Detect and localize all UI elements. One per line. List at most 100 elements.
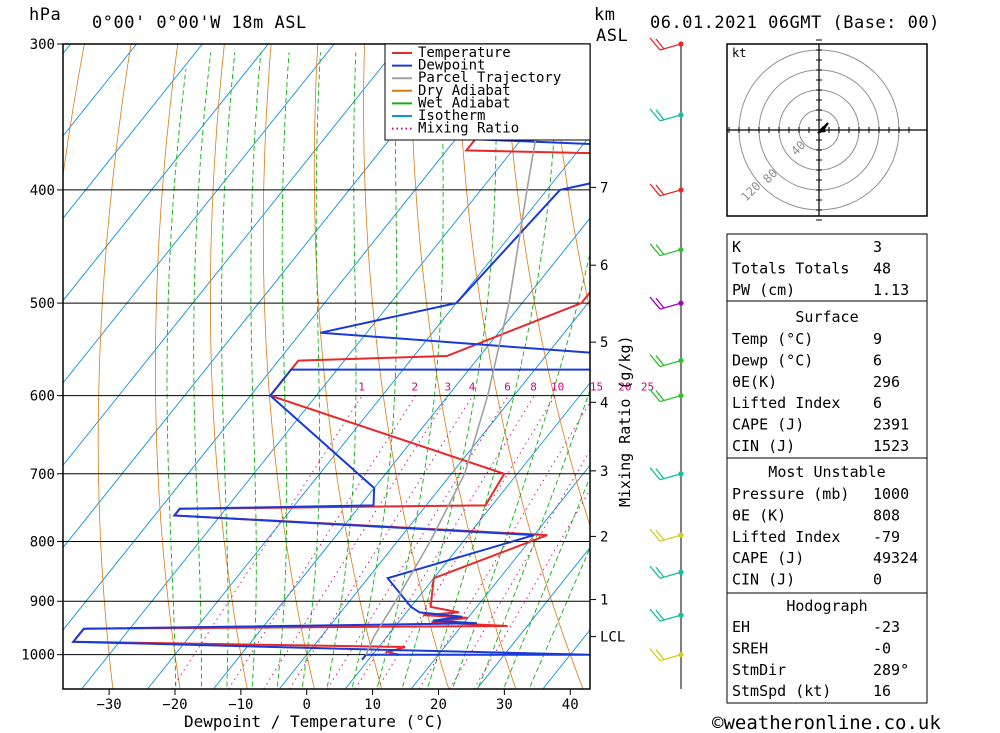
table-row-value: 296 (873, 373, 900, 391)
isotherm-line (0, 44, 5, 689)
km-unit-label: km (594, 5, 615, 25)
table-section-title: Most Unstable (768, 463, 885, 481)
height-tick-label: LCL (600, 630, 625, 646)
dry-adiabat-line (154, 44, 181, 689)
table-row-value: 1000 (873, 485, 909, 503)
wind-barb-shaft (649, 528, 682, 542)
wet-adiabat-line (402, 52, 497, 687)
temperature-tick-label: 40 (562, 697, 579, 713)
table-section-title: Hodograph (786, 597, 867, 615)
wet-adiabat-line (326, 52, 357, 687)
isotherm-line (147, 135, 590, 689)
wind-barb (649, 37, 684, 51)
wind-barb-shaft (649, 108, 682, 122)
isotherm-line (476, 546, 590, 689)
wind-barb-dot (678, 187, 684, 193)
dry-adiabat-line (97, 44, 132, 689)
table-row-label: CIN (J) (732, 437, 795, 455)
wind-barb-shaft (649, 37, 682, 51)
table-row-label: Lifted Index (732, 394, 840, 412)
isotherm-line (410, 464, 590, 689)
wind-barb (649, 565, 684, 579)
wet-adiabat-line (166, 68, 187, 687)
table-row-label: θE (K) (732, 506, 786, 524)
table-row-label: CAPE (J) (732, 416, 804, 434)
table-row-label: Temp (°C) (732, 330, 813, 348)
legend-entry: Dewpoint (418, 58, 485, 74)
isotherm-line (63, 44, 533, 631)
x-axis-label: Dewpoint / Temperature (°C) (184, 712, 444, 731)
table-row-value: -23 (873, 618, 900, 636)
mixing-ratio-label: 2 (412, 381, 419, 394)
table-row-value: 6 (873, 351, 882, 369)
wind-barbs (649, 37, 684, 662)
mixing-ratio-label: 15 (590, 381, 603, 394)
plot-frame (62, 43, 591, 690)
wet-adiabat-line (193, 52, 212, 687)
dry-adiabat-line (262, 44, 315, 689)
table-row-label: StmDir (732, 661, 786, 679)
table-row-value: 49324 (873, 549, 918, 567)
mixing-ratio-label: 20 (618, 381, 631, 394)
mixing-ratio-line (377, 395, 556, 689)
table-row-value: -79 (873, 528, 900, 546)
datetime-title: 06.01.2021 06GMT (Base: 00) (650, 13, 940, 33)
wet-adiabat-line (221, 52, 236, 687)
wind-barb-shaft (649, 565, 682, 579)
pressure-tick-label: 400 (30, 183, 55, 199)
dry-adiabat-line (410, 44, 517, 689)
pressure-tick-label: 600 (30, 389, 55, 405)
location-title: 0°00' 0°00'W 18m ASL (92, 13, 307, 33)
wind-barb (649, 528, 684, 542)
table-row-value: 289° (873, 661, 909, 679)
table-row-label: EH (732, 618, 750, 636)
hodograph-unit: kt (732, 46, 746, 60)
asl-unit-label: ASL (596, 26, 628, 46)
hpa-unit-label: hPa (29, 5, 61, 25)
table-row-label: Totals Totals (732, 259, 849, 277)
pressure-tick-label: 300 (30, 37, 55, 53)
wet-adiabat-line (478, 388, 590, 687)
pressure-tick-label: 500 (30, 296, 55, 312)
table-row-value: 2391 (873, 416, 909, 434)
wind-barb (649, 467, 684, 481)
wind-barb-shaft (649, 467, 682, 481)
wet-adiabat-line (351, 52, 398, 687)
dewpoint-line (71, 120, 590, 661)
temperature-tick-label: −30 (96, 697, 121, 713)
isotherm-line (63, 44, 269, 302)
mixing-ratio-label: 8 (530, 381, 537, 394)
wind-barb (649, 108, 684, 122)
table-row-value: 0 (873, 571, 882, 589)
wind-barb-shaft (649, 243, 682, 257)
wind-barb (649, 243, 684, 257)
wind-barb (649, 354, 684, 368)
wind-barb (649, 608, 684, 622)
table-row-label: StmSpd (kt) (732, 682, 831, 700)
pressure-tick-label: 700 (30, 467, 55, 483)
wind-barb-shaft (649, 389, 682, 403)
height-tick-label: 1 (600, 593, 608, 609)
isotherm-line (63, 44, 467, 549)
table-row-label: Pressure (mb) (732, 485, 849, 503)
table-row-value: 1523 (873, 437, 909, 455)
mixing-ratio-label: 4 (469, 381, 476, 394)
profile-lines (71, 44, 590, 661)
table-row-label: SREH (732, 639, 768, 657)
pressure-axis: 300 400 500 600 700 800 900 1000 (21, 37, 63, 664)
mixing-ratio-line (326, 395, 509, 689)
dry-adiabat-line (971, 44, 1000, 689)
table-row-label: PW (cm) (732, 281, 795, 299)
pressure-tick-label: 900 (30, 594, 55, 610)
pressure-tick-label: 1000 (21, 648, 55, 664)
height-tick-label: 3 (600, 464, 608, 480)
parcel-trajectory-line (365, 44, 553, 656)
legend-entry: Isotherm (418, 108, 485, 124)
copyright: ©weatheronline.co.uk (712, 712, 941, 733)
isotherm-line (344, 382, 590, 689)
table-row-label: Dewp (°C) (732, 351, 813, 369)
wind-barb (649, 296, 684, 310)
isotherm-line (63, 44, 203, 219)
